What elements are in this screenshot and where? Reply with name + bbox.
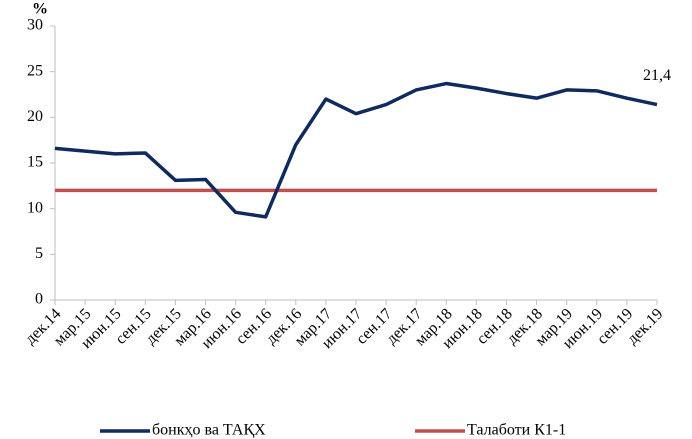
line-series (54, 81, 658, 219)
data-label: 21,4 (643, 67, 671, 84)
legend-label: бонкҳо ва ТАҚХ (152, 422, 266, 439)
y-tick-label: 25 (27, 62, 43, 79)
y-tick-label: 5 (35, 245, 43, 262)
y-tick-label: 10 (27, 199, 43, 216)
y-tick-label: 20 (27, 108, 43, 125)
y-axis-label: % (32, 1, 48, 18)
y-tick-label: 15 (27, 154, 43, 171)
y-tick-label: 0 (35, 291, 43, 308)
legend-label: Талаботи К1-1 (467, 422, 566, 439)
y-tick-label: 30 (27, 17, 43, 34)
